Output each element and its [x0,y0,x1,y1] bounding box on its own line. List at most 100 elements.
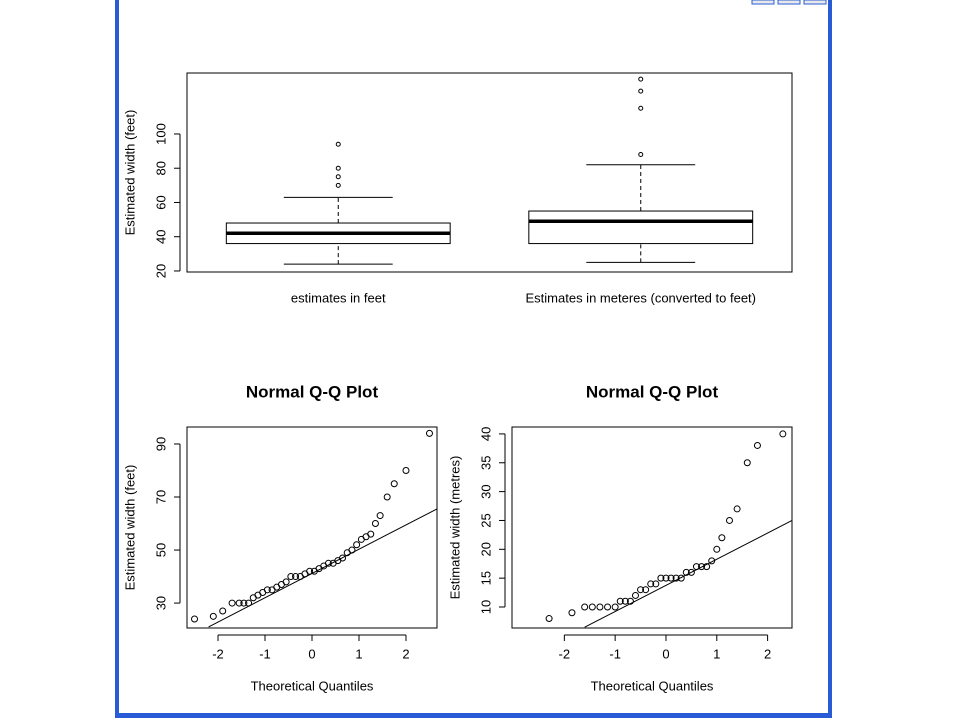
y-tick-label: 50 [153,543,168,557]
y-tick-label: 30 [478,484,493,498]
outlier [335,182,341,188]
minimize-button[interactable] [751,0,775,5]
x-tick-label: -2 [212,646,224,661]
x-tick-label: -2 [559,646,571,661]
y-tick-label: 20 [478,542,493,556]
y-tick-label: 30 [153,596,168,610]
point [662,574,670,582]
window-border-bottom [115,713,832,718]
outlier [335,174,341,180]
point [324,559,332,567]
point [687,568,695,576]
point [616,597,624,605]
y-axis-label: Estimated width (metres) [447,456,462,600]
point [733,505,741,513]
point [677,574,685,582]
point [604,603,612,611]
point [642,586,650,594]
point [367,530,375,538]
maximize-button[interactable] [777,0,801,5]
point [718,534,726,542]
plot-frame [511,426,793,629]
point [402,466,410,474]
x-axis-label: Theoretical Quantiles [251,678,374,693]
y-tick-label: 10 [478,600,493,614]
point [245,599,253,607]
point [209,612,217,620]
x-axis-label: Theoretical Quantiles [591,678,714,693]
point [191,615,199,623]
point [743,459,751,467]
point [348,546,356,554]
point [371,520,379,528]
chart-title: Normal Q-Q Plot [246,382,379,401]
y-tick-label: 40 [153,229,168,243]
point [672,574,680,582]
y-axis-label: Estimated width (feet) [122,465,137,591]
x-tick-label: -1 [609,646,621,661]
point [779,430,787,438]
chart-title: Normal Q-Q Plot [586,382,719,401]
point [647,580,655,588]
window-border-left [115,0,119,718]
point [657,574,665,582]
point [545,615,553,623]
point [240,599,248,607]
close-button[interactable] [803,0,827,5]
x-tick-label: 2 [764,646,771,661]
window-border-right [828,0,832,718]
point [692,563,700,571]
point [652,580,660,588]
x-tick-label: Estimates in meteres (converted to feet) [526,290,756,305]
point [631,591,639,599]
point [287,573,295,581]
x-tick-label: -1 [259,646,271,661]
outlier [335,165,341,171]
point [611,603,619,611]
outlier [638,76,644,82]
point [339,554,347,562]
point [306,567,314,575]
y-tick-label: 90 [153,437,168,451]
point [568,609,576,617]
point [390,480,398,488]
box [528,210,754,245]
point [667,574,675,582]
point [753,441,761,449]
point [626,597,634,605]
point [376,512,384,520]
y-tick-label: 20 [153,264,168,278]
point [353,541,361,549]
y-tick-label: 35 [478,456,493,470]
outlier [638,152,644,158]
outlier [638,105,644,111]
x-tick-label: 1 [713,646,720,661]
point [703,563,711,571]
point [263,586,271,594]
y-tick-label: 25 [478,513,493,527]
point [235,599,243,607]
qq-line [208,508,437,628]
point [698,563,706,571]
point [637,586,645,594]
y-tick-label: 100 [153,123,168,145]
point [282,578,290,586]
x-tick-label: estimates in feet [291,290,386,305]
point [581,603,589,611]
plot-frame [186,72,793,273]
point [219,607,227,615]
point [713,545,721,553]
y-tick-label: 15 [478,571,493,585]
y-axis-label: Estimated width (feet) [122,110,137,236]
point [725,516,733,524]
plot-frame [186,426,438,629]
outlier [638,88,644,94]
point [588,603,596,611]
y-tick-label: 80 [153,161,168,175]
x-tick-label: 2 [402,646,409,661]
point [708,557,716,565]
point [621,597,629,605]
x-tick-label: 1 [355,646,362,661]
point [596,603,604,611]
